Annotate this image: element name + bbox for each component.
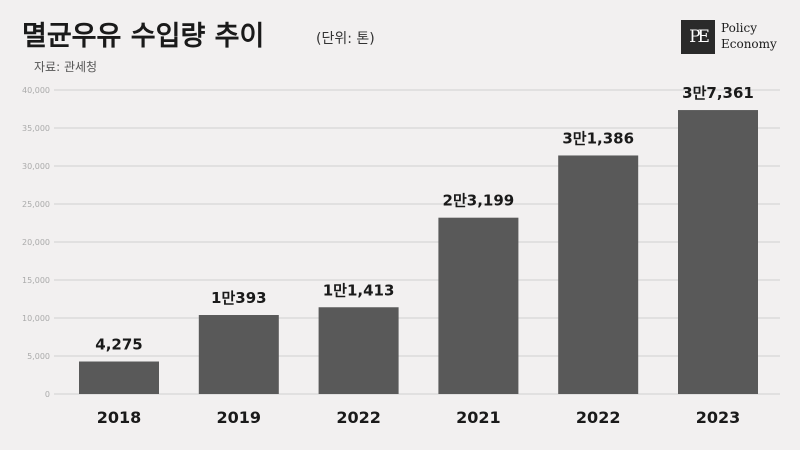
y-tick-label: 10,000 (22, 314, 50, 323)
y-tick-label: 30,000 (22, 162, 50, 171)
source-label: 자료: 관세청 (34, 60, 98, 74)
data-label: 3만7,361 (682, 84, 754, 102)
x-tick-label: 2021 (456, 408, 501, 427)
bar (438, 217, 519, 394)
data-label: 2만3,199 (443, 192, 515, 210)
y-tick-label: 5,000 (27, 352, 50, 361)
logo-line-2: Economy (721, 37, 777, 51)
data-label: 4,275 (95, 336, 142, 354)
bar (318, 307, 399, 394)
y-tick-label: 20,000 (22, 238, 50, 247)
chart-title: 멸균우유 수입량 추이 (22, 21, 265, 52)
logo-line-1: Policy (721, 21, 757, 35)
y-tick-label: 40,000 (22, 86, 50, 95)
x-tick-label: 2023 (696, 408, 741, 427)
y-tick-label: 0 (45, 390, 50, 399)
bar (678, 110, 758, 394)
x-tick-label: 2022 (336, 408, 381, 427)
x-tick-label: 2022 (576, 408, 621, 427)
y-tick-label: 15,000 (22, 276, 50, 285)
y-tick-label: 25,000 (22, 200, 50, 209)
data-label: 3만1,386 (562, 129, 634, 147)
unit-label: (단위: 톤) (316, 31, 375, 47)
bar (558, 155, 639, 394)
bar (198, 315, 279, 394)
x-tick-label: 2018 (97, 408, 142, 427)
y-tick-label: 35,000 (22, 124, 50, 133)
data-label: 1만1,413 (323, 281, 395, 299)
logo-text: Policy Economy (721, 20, 777, 52)
bar (79, 361, 159, 394)
logo-mark-icon: PE (681, 20, 715, 54)
data-label: 1만393 (211, 289, 267, 307)
x-tick-label: 2019 (217, 408, 262, 427)
policy-economy-logo: PE Policy Economy (681, 20, 793, 58)
